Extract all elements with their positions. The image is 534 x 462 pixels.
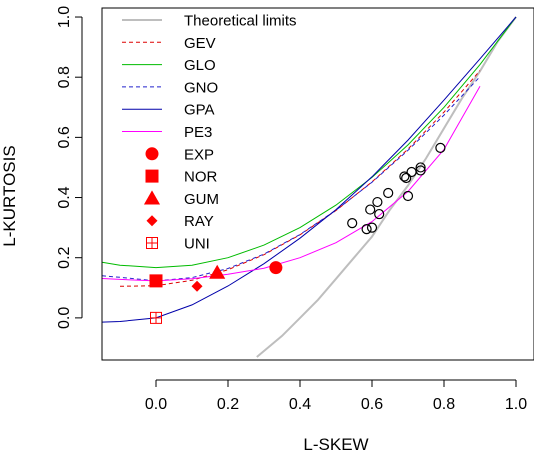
sample-point: [435, 142, 446, 153]
y-axis-label: L-KURTOSIS: [0, 145, 19, 246]
theoretical-limits-curve: [256, 16, 517, 358]
plot-frame: [101, 7, 534, 361]
x-tick-label: 0.6: [361, 396, 383, 413]
legend-pe3-label: PE3: [184, 124, 212, 141]
x-tick-label: 0.0: [145, 396, 167, 413]
y-tick-label: 1.0: [56, 6, 73, 28]
legend-uni-swatch: [146, 237, 158, 249]
legend-uni-label: UNI: [184, 236, 210, 253]
sample-point: [372, 196, 383, 208]
sample-point: [402, 190, 414, 202]
gum-point: [209, 264, 226, 279]
y-tick-label: 0.2: [56, 246, 73, 268]
sample-point: [347, 218, 358, 229]
y-tick-label: 0.8: [56, 66, 73, 88]
legend-nor-swatch: [145, 169, 159, 183]
legend-gum-swatch: [143, 190, 161, 205]
legend-exp-swatch: [145, 147, 159, 161]
sample-point: [415, 162, 426, 173]
x-axis-label: L-SKEW: [303, 435, 368, 454]
nor-point: [149, 274, 163, 288]
y-tick-label: 0.4: [56, 186, 73, 208]
legend-gpa-label: GPA: [184, 102, 215, 119]
points-layer: [149, 142, 446, 324]
y-tick-label: 0.0: [56, 307, 73, 329]
legend-gno-label: GNO: [184, 79, 218, 96]
sample-point: [401, 172, 412, 184]
sample-point: [383, 187, 394, 199]
ray-point: [191, 280, 203, 292]
legend-gev-label: GEV: [184, 35, 216, 52]
legend: Theoretical limits GEV GLO GNO GPA PE3 EXP NOR G…: [122, 13, 297, 253]
legend-exp-label: EXP: [184, 146, 214, 163]
glo-curve: [102, 16, 517, 269]
sample-point: [365, 204, 376, 215]
gno-curve: [102, 76, 481, 282]
sample-point: [415, 165, 426, 176]
axes-layer: 0.0 0.2 0.4 0.6 0.8 1.0 0.0 0.2 0.4 0.6 0.8 1.0: [56, 6, 534, 413]
y-tick-label: 0.6: [56, 126, 73, 148]
legend-theoretical-limits-label: Theoretical limits: [184, 13, 297, 30]
sample-point: [374, 208, 385, 220]
sample-point: [399, 171, 410, 182]
x-tick-label: 0.4: [289, 396, 311, 413]
gev-curve: [119, 70, 481, 287]
exp-point: [269, 261, 283, 275]
legend-ray-swatch: [146, 215, 158, 227]
legend-ray-label: RAY: [184, 213, 214, 230]
legend-gum-label: GUM: [184, 191, 219, 208]
x-tick-label: 1.0: [505, 396, 527, 413]
sample-point: [366, 222, 378, 233]
x-tick-label: 0.8: [433, 396, 455, 413]
sample-point: [361, 224, 372, 235]
legend-nor-label: NOR: [184, 169, 218, 186]
uni-point: [150, 311, 162, 324]
legend-glo-label: GLO: [184, 57, 216, 74]
x-tick-label: 0.2: [217, 396, 239, 413]
